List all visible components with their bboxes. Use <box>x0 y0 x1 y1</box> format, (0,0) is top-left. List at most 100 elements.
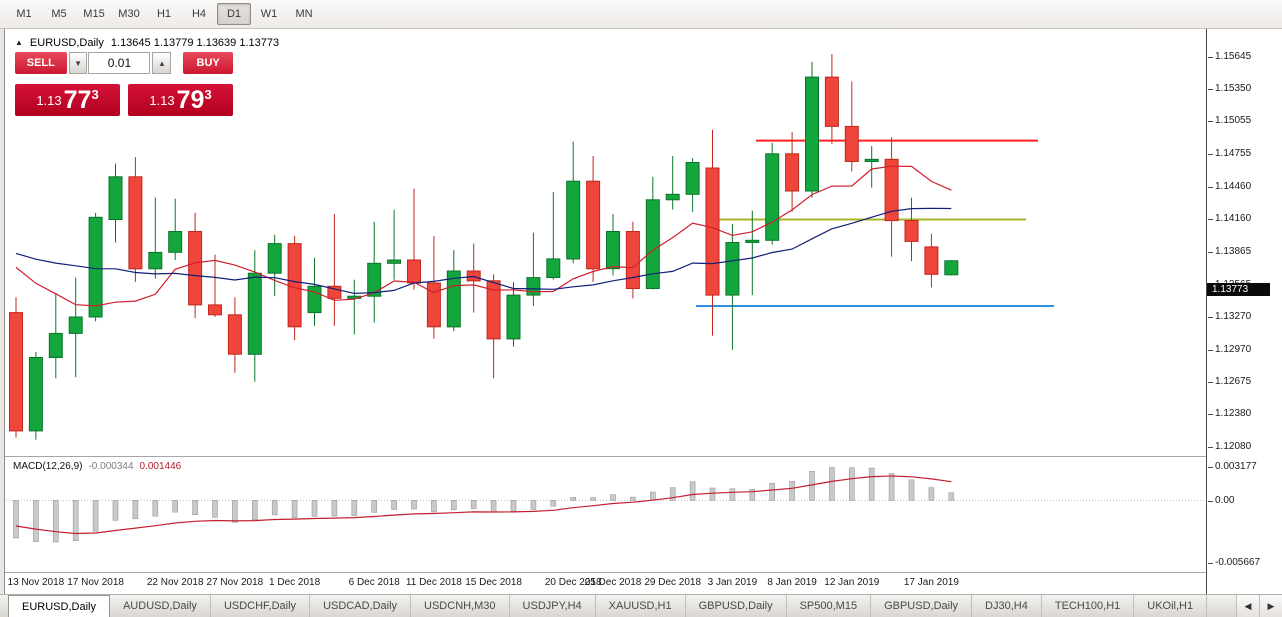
chart-tab-dj30-h4[interactable]: DJ30,H4 <box>972 595 1042 617</box>
timeframe-button-M15[interactable]: M15 <box>83 8 105 20</box>
time-axis-label: 29 Dec 2018 <box>644 577 702 588</box>
macd-histogram-bar <box>709 487 716 501</box>
time-axis[interactable]: 13 Nov 2018 17 Nov 2018 22 Nov 2018 27 Nov … <box>6 573 1206 594</box>
candle-body <box>765 153 780 241</box>
chart-tab-audusd-daily[interactable]: AUDUSD,Daily <box>110 595 211 617</box>
candle-body <box>287 243 302 328</box>
candle-body <box>924 246 939 275</box>
sell-button[interactable]: SELL <box>15 52 67 74</box>
timeframe-button-H1[interactable]: H1 <box>156 8 172 20</box>
macd-histogram-bar <box>132 500 139 520</box>
candle-body <box>526 277 541 296</box>
candle-body <box>486 280 501 340</box>
macd-signal-value: 0.001446 <box>139 461 182 472</box>
chart-tab-usdchf-daily[interactable]: USDCHF,Daily <box>211 595 311 617</box>
macd-histogram-bar <box>729 488 736 501</box>
timeframe-button-W1[interactable]: W1 <box>260 8 278 20</box>
candle-body <box>566 180 581 260</box>
one-click-toggle-icon[interactable]: ▲ <box>15 38 23 47</box>
macd-histogram-bar <box>809 471 815 501</box>
volume-input[interactable] <box>88 52 151 74</box>
candle-body <box>407 259 421 284</box>
macd-histogram-bar <box>769 482 776 501</box>
macd-histogram-bar <box>908 479 915 501</box>
macd-histogram-bar <box>928 487 935 501</box>
time-axis-label: 6 Dec 2018 <box>348 577 400 588</box>
chart-tab-xauusd-h1[interactable]: XAUUSD,H1 <box>596 595 686 617</box>
candle-body <box>68 316 83 334</box>
tab-scroll-left-icon[interactable]: ◀ <box>1236 595 1259 617</box>
chart-tab-gbpusd-daily[interactable]: GBPUSD,Daily <box>686 595 787 617</box>
chart-tab-sp500-m15[interactable]: SP500,M15 <box>787 595 872 617</box>
timeframe-button-D1[interactable]: D1 <box>217 3 251 25</box>
macd-histogram-bar <box>431 500 437 513</box>
chart-tab-ukoil-h1[interactable]: UKOil,H1 <box>1134 595 1208 617</box>
buy-price-prefix: 1.13 <box>149 92 175 108</box>
candle-body <box>9 312 23 432</box>
macd-indicator-chart[interactable] <box>6 457 1206 572</box>
timeframe-button-MN[interactable]: MN <box>295 8 313 20</box>
moving-average-line <box>15 207 952 295</box>
macd-histogram-bar <box>649 491 656 501</box>
time-axis-label: 25 Dec 2018 <box>584 577 642 588</box>
price-axis-label: 1.15645 <box>1207 50 1252 62</box>
time-axis-label: 22 Nov 2018 <box>146 577 204 588</box>
candle-body <box>944 260 959 276</box>
time-axis-label: 13 Nov 2018 <box>7 577 65 588</box>
chart-tab-tech100-h1[interactable]: TECH100,H1 <box>1042 595 1135 617</box>
timeframe-button-M1[interactable]: M1 <box>16 8 32 20</box>
sell-price-point: 3 <box>91 87 99 102</box>
volume-decrease-button[interactable]: ▼ <box>68 52 88 74</box>
one-click-trading-panel: SELL ▼ ▲ BUY 1.13 77 3 1.13 79 3 <box>15 52 233 116</box>
buy-price-display[interactable]: 1.13 79 3 <box>128 84 233 116</box>
buy-button[interactable]: BUY <box>183 52 233 74</box>
price-axis-label: 1.12675 <box>1207 376 1252 388</box>
timeframe-button-H4[interactable]: H4 <box>191 8 207 20</box>
candle-body <box>267 243 282 274</box>
macd-histogram-bar <box>510 500 517 512</box>
candle-body <box>28 357 43 432</box>
time-axis-label: 15 Dec 2018 <box>465 577 522 588</box>
macd-histogram-bar <box>590 497 596 501</box>
main-macd-divider[interactable] <box>5 456 1206 457</box>
caret-up-icon: ▲ <box>157 58 166 68</box>
chart-tab-usdjpy-h4[interactable]: USDJPY,H4 <box>510 595 596 617</box>
macd-indicator-label: MACD(12,26,9) -0.000344 0.001446 <box>13 461 181 472</box>
volume-increase-button[interactable]: ▲ <box>152 52 172 74</box>
macd-histogram-bar <box>112 500 119 521</box>
macd-name: MACD(12,26,9) <box>13 461 83 472</box>
price-axis[interactable]: 1.15645 1.15350 1.15055 1.14755 1.14460 1.141… <box>1206 29 1282 594</box>
sell-price-pips: 77 <box>63 85 92 114</box>
macd-histogram-bar <box>13 500 19 539</box>
buy-price-point: 3 <box>204 87 212 102</box>
price-axis-label: 1.14755 <box>1207 148 1252 160</box>
candle-body <box>625 231 640 289</box>
macd-histogram-bar <box>351 500 358 516</box>
timeframe-button-M5[interactable]: M5 <box>51 8 67 20</box>
candle-body <box>307 285 322 314</box>
chart-tab-gbpusd-daily[interactable]: GBPUSD,Daily <box>871 595 973 617</box>
sell-price-prefix: 1.13 <box>36 92 62 108</box>
timeframe-button-M30[interactable]: M30 <box>118 8 140 20</box>
macd-histogram-bar <box>630 496 636 501</box>
chart-tab-usdcad-daily[interactable]: USDCAD,Daily <box>310 595 412 617</box>
time-axis-label: 1 Dec 2018 <box>269 577 321 588</box>
chart-title: ▲ EURUSD,Daily 1.13645 1.13779 1.13639 1… <box>15 37 279 49</box>
tab-scroll-right-icon[interactable]: ▶ <box>1259 595 1282 617</box>
current-price-badge: 1.13773 <box>1207 282 1270 296</box>
chart-tab-usdcnh-m30[interactable]: USDCNH,M30 <box>411 595 510 617</box>
trade-controls-row: SELL ▼ ▲ BUY <box>15 52 233 74</box>
price-chart[interactable] <box>6 30 1206 455</box>
chart-tab-eurusd-daily[interactable]: EURUSD,Daily <box>8 595 110 617</box>
price-axis-label: 1.15350 <box>1207 83 1252 95</box>
macd-histogram-bar <box>52 500 59 543</box>
sell-price-display[interactable]: 1.13 77 3 <box>15 84 120 116</box>
buy-price-pips: 79 <box>176 85 205 114</box>
macd-histogram-bar <box>689 481 696 501</box>
macd-histogram-bar <box>848 467 855 501</box>
macd-axis-label: -0.005667 <box>1207 556 1261 568</box>
candle-body <box>725 242 740 296</box>
candle-body <box>546 258 561 278</box>
candle-body <box>247 272 262 355</box>
